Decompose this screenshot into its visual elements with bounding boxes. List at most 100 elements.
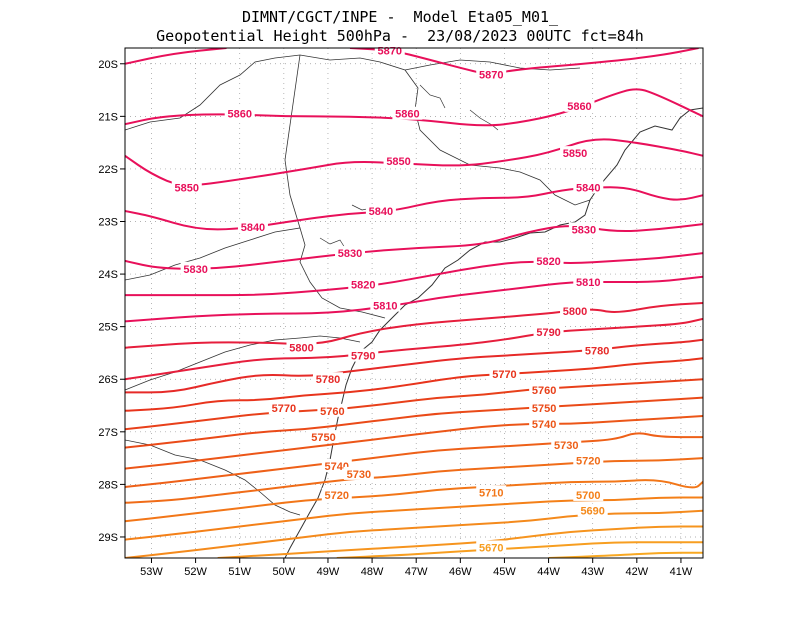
- contour-lines: [125, 48, 703, 558]
- contour-label-bg: [321, 487, 352, 501]
- contour-5760: [125, 378, 703, 431]
- contour-label-bg: [489, 366, 520, 380]
- contour-label-5720: 5720: [576, 456, 600, 468]
- contour-label-5860: 5860: [567, 101, 591, 113]
- contour-label-bg: [533, 324, 564, 338]
- contour-label-bg: [224, 106, 255, 120]
- contour-label-5770: 5770: [492, 369, 516, 381]
- contour-label-5850: 5850: [386, 156, 410, 168]
- lat-tick-label: 23S: [98, 217, 118, 229]
- contour-label-5840: 5840: [241, 222, 265, 234]
- contour-label-bg: [348, 348, 379, 362]
- contour-5780: [125, 338, 703, 394]
- contour-label-bg: [335, 246, 366, 260]
- lat-tick-label: 29S: [98, 532, 118, 544]
- contour-5810: [125, 275, 703, 323]
- lat-tick-label: 26S: [98, 374, 118, 386]
- contour-label-5760: 5760: [532, 385, 556, 397]
- contour-label-5810: 5810: [576, 277, 600, 289]
- contour-label-5730: 5730: [347, 469, 371, 481]
- plot-frame: [124, 47, 704, 559]
- contour-label-5770: 5770: [272, 403, 296, 415]
- lon-tick-label: 46W: [449, 566, 472, 578]
- contour-5850: [125, 138, 703, 186]
- contour-label-5830: 5830: [338, 248, 362, 260]
- contour-label-bg: [317, 403, 348, 417]
- contour-label-bg: [476, 540, 507, 554]
- lon-tick-label: 41W: [670, 566, 693, 578]
- contour-label-5760: 5760: [320, 406, 344, 418]
- contour-5670: [336, 541, 703, 558]
- contour-5730: [125, 432, 703, 488]
- reservoir: [419, 84, 446, 109]
- contour-label-5790: 5790: [351, 351, 375, 363]
- contour-label-bg: [573, 453, 604, 467]
- contour-label-bg: [564, 98, 595, 112]
- contour-label-bg: [180, 261, 211, 275]
- contour-label-5740: 5740: [532, 419, 556, 431]
- contour-label-bg: [551, 437, 582, 451]
- contour-5800: [125, 302, 703, 349]
- contour-label-5700: 5700: [576, 490, 600, 502]
- contour-label-bg: [573, 180, 604, 194]
- contour-5820: [125, 252, 703, 297]
- contour-5690: [125, 509, 703, 558]
- contour-5840: [125, 186, 703, 231]
- lat-tick-label: 24S: [98, 269, 118, 281]
- lon-tick-label: 53W: [140, 566, 163, 578]
- contour-label-bg: [568, 222, 599, 236]
- state-border: [125, 335, 361, 391]
- contour-label-bg: [343, 466, 374, 480]
- contour-label-bg: [370, 298, 401, 312]
- contour-label-bg: [476, 67, 507, 81]
- contour-label-bg: [529, 401, 560, 415]
- lat-tick-label: 28S: [98, 479, 118, 491]
- contour-label-5780: 5780: [316, 374, 340, 386]
- contour-label-bg: [383, 154, 414, 168]
- contour-5870: [125, 48, 227, 65]
- contour-label-5750: 5750: [311, 432, 335, 444]
- contour-label-5820: 5820: [351, 280, 375, 292]
- land-boundaries: [125, 54, 703, 558]
- contour-label-bg: [237, 219, 268, 233]
- contour-label-bg: [312, 372, 343, 386]
- state-border: [125, 227, 386, 319]
- axis-ticks: 53W 52W 51W 50W 49W 48W 47W 46W 45W 44W 43W 42W 41W 2…: [98, 59, 692, 578]
- contour-5700: [125, 496, 703, 541]
- contour-label-bg: [348, 277, 379, 291]
- contour-label-5830: 5830: [183, 264, 207, 276]
- contour-label-bg: [268, 401, 299, 415]
- contour-5830: [125, 223, 703, 270]
- lon-tick-label: 45W: [493, 566, 516, 578]
- contour-label-5870: 5870: [377, 46, 401, 58]
- contour-label-bg: [573, 274, 604, 288]
- contour-label-bg: [286, 340, 317, 354]
- contour-label-5790: 5790: [536, 327, 560, 339]
- contour-label-bg: [365, 203, 396, 217]
- contour-labels: 5870 5870 5860 5860 5860 5850 5850 5850 5840 5840…: [171, 43, 613, 554]
- lon-tick-label: 42W: [626, 566, 649, 578]
- state-border: [284, 54, 301, 229]
- reservoir: [469, 109, 499, 131]
- lat-tick-label: 20S: [98, 59, 118, 71]
- contour-label-5860: 5860: [227, 109, 251, 121]
- contour-label-bg: [560, 146, 591, 160]
- lat-tick-label: 27S: [98, 427, 118, 439]
- contour-label-bg: [171, 180, 202, 194]
- contour-label-5800: 5800: [289, 343, 313, 355]
- contour-label-5780: 5780: [585, 345, 609, 357]
- coastline: [284, 107, 703, 558]
- lon-tick-label: 49W: [317, 566, 340, 578]
- contour-label-5730: 5730: [554, 440, 578, 452]
- contour-label-bg: [392, 106, 423, 120]
- lon-tick-label: 44W: [537, 566, 560, 578]
- state-border: [404, 59, 581, 71]
- contour-label-5840: 5840: [576, 182, 600, 194]
- contour-label-5800: 5800: [563, 306, 587, 318]
- contour-label-bg: [582, 343, 613, 357]
- lon-tick-label: 51W: [228, 566, 251, 578]
- contour-label-bg: [529, 416, 560, 430]
- chart-title-line1: DIMNT/CGCT/INPE - Model Eta05_M01_: [241, 8, 559, 26]
- contour-label-5830: 5830: [572, 224, 596, 236]
